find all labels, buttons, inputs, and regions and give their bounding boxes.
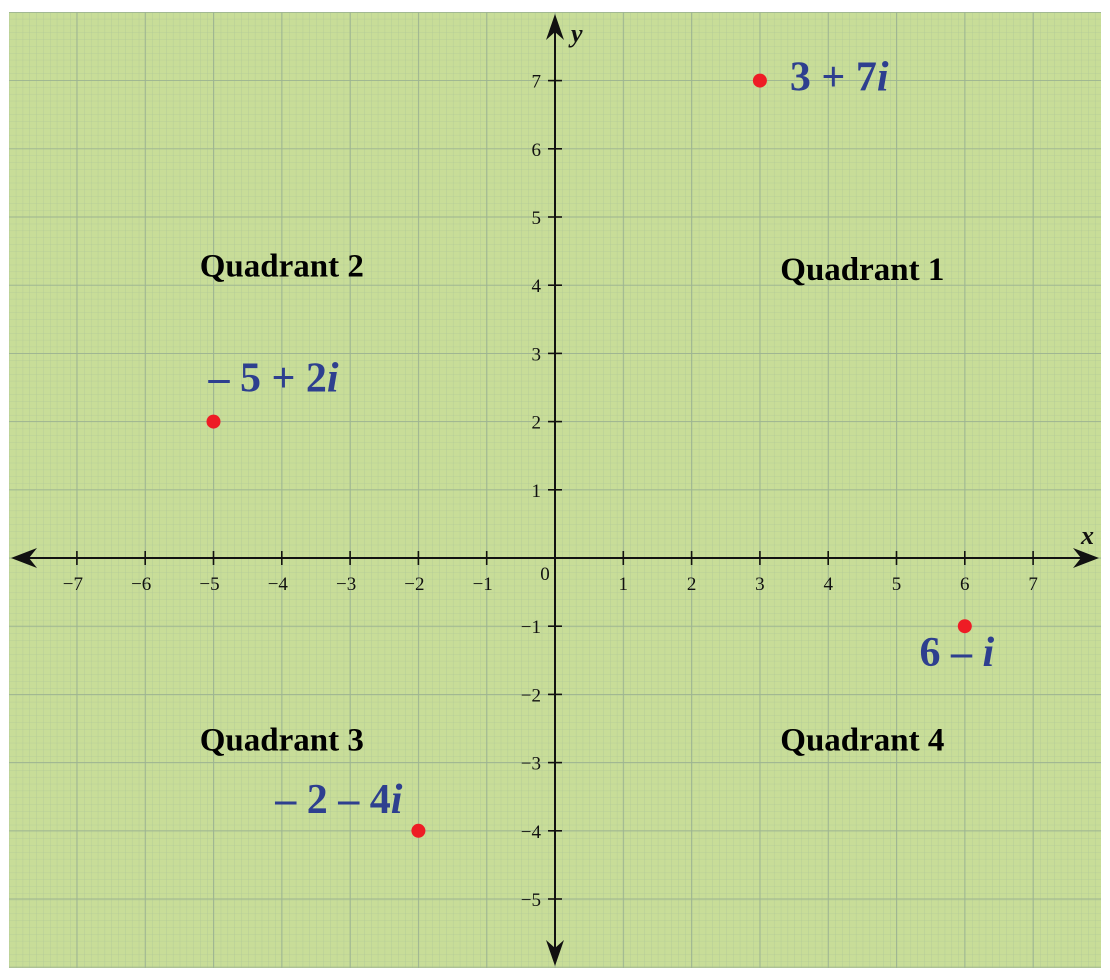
x-tick-label: −5 bbox=[199, 574, 219, 595]
x-tick-label: 2 bbox=[687, 574, 697, 595]
point-label-imag: i bbox=[391, 777, 403, 823]
y-tick-label: −5 bbox=[521, 890, 541, 911]
y-tick-label: 2 bbox=[532, 413, 542, 434]
quadrant-label-3: Quadrant 3 bbox=[200, 723, 364, 759]
point-label-real: 6 – bbox=[919, 630, 982, 676]
point-marker bbox=[411, 823, 426, 838]
y-tick-label: −2 bbox=[521, 685, 541, 706]
point-label: 3 + 7i bbox=[790, 55, 889, 101]
x-tick-label: 4 bbox=[823, 574, 833, 595]
y-tick-label: 5 bbox=[532, 208, 542, 229]
x-tick-label: 7 bbox=[1028, 574, 1038, 595]
quadrant-labels: Quadrant 1 Quadrant 2 Quadrant 3 Quadrant 4 bbox=[200, 249, 945, 759]
point-label-real: – 2 – 4 bbox=[274, 777, 391, 823]
quadrant-label-2: Quadrant 2 bbox=[200, 249, 364, 285]
x-axis-arrow-left bbox=[11, 548, 37, 568]
x-tick-label: −7 bbox=[63, 574, 83, 595]
x-tick-label: 1 bbox=[619, 574, 629, 595]
y-tick-label: 1 bbox=[532, 481, 542, 502]
y-tick-label: 6 bbox=[532, 140, 542, 161]
x-axis-label: x bbox=[1080, 521, 1094, 550]
y-tick-label: 4 bbox=[532, 276, 542, 297]
point-label-real: 3 + 7 bbox=[790, 55, 877, 101]
point-label: – 5 + 2i bbox=[207, 356, 338, 402]
y-tick-label: −4 bbox=[521, 822, 542, 843]
ticks: −7 −6 −5 −4 −3 −2 −1 1 2 3 4 5 6 7 −5 −4 −3 −2 −1 1 2 3 4 5 6 7 0 bbox=[63, 72, 1038, 911]
point-marker bbox=[206, 414, 221, 429]
x-tick-label: −2 bbox=[404, 574, 424, 595]
point-label: 6 – i bbox=[919, 630, 994, 676]
y-tick-label: 3 bbox=[532, 344, 542, 365]
y-tick-label: 7 bbox=[532, 72, 542, 93]
x-tick-label: 5 bbox=[892, 574, 902, 595]
y-axis-arrow-up bbox=[546, 14, 564, 40]
x-tick-label: −3 bbox=[336, 574, 356, 595]
point-label-real: – 5 + 2 bbox=[207, 356, 326, 402]
y-axis-label: y bbox=[568, 19, 583, 48]
x-tick-label: −4 bbox=[268, 574, 289, 595]
x-tick-label: 6 bbox=[960, 574, 970, 595]
point-label-imag: i bbox=[982, 630, 994, 676]
point-marker bbox=[752, 73, 767, 88]
y-tick-label: −1 bbox=[521, 617, 541, 638]
x-tick-label: −6 bbox=[131, 574, 151, 595]
y-tick-label: −3 bbox=[521, 754, 541, 775]
quadrant-label-1: Quadrant 1 bbox=[780, 252, 944, 288]
x-tick-label: 3 bbox=[755, 574, 765, 595]
point-label-imag: i bbox=[877, 55, 889, 101]
origin-label: 0 bbox=[540, 564, 550, 585]
quadrant-label-4: Quadrant 4 bbox=[780, 723, 944, 759]
x-tick-label: −1 bbox=[473, 574, 493, 595]
x-axis-arrow-right bbox=[1073, 548, 1099, 568]
point-marker bbox=[957, 619, 972, 634]
data-points: 3 + 7i– 5 + 2i6 – i– 2 – 4i bbox=[206, 55, 994, 838]
y-axis-arrow-down bbox=[546, 940, 564, 966]
point-label: – 2 – 4i bbox=[274, 777, 403, 823]
point-label-imag: i bbox=[327, 356, 339, 402]
